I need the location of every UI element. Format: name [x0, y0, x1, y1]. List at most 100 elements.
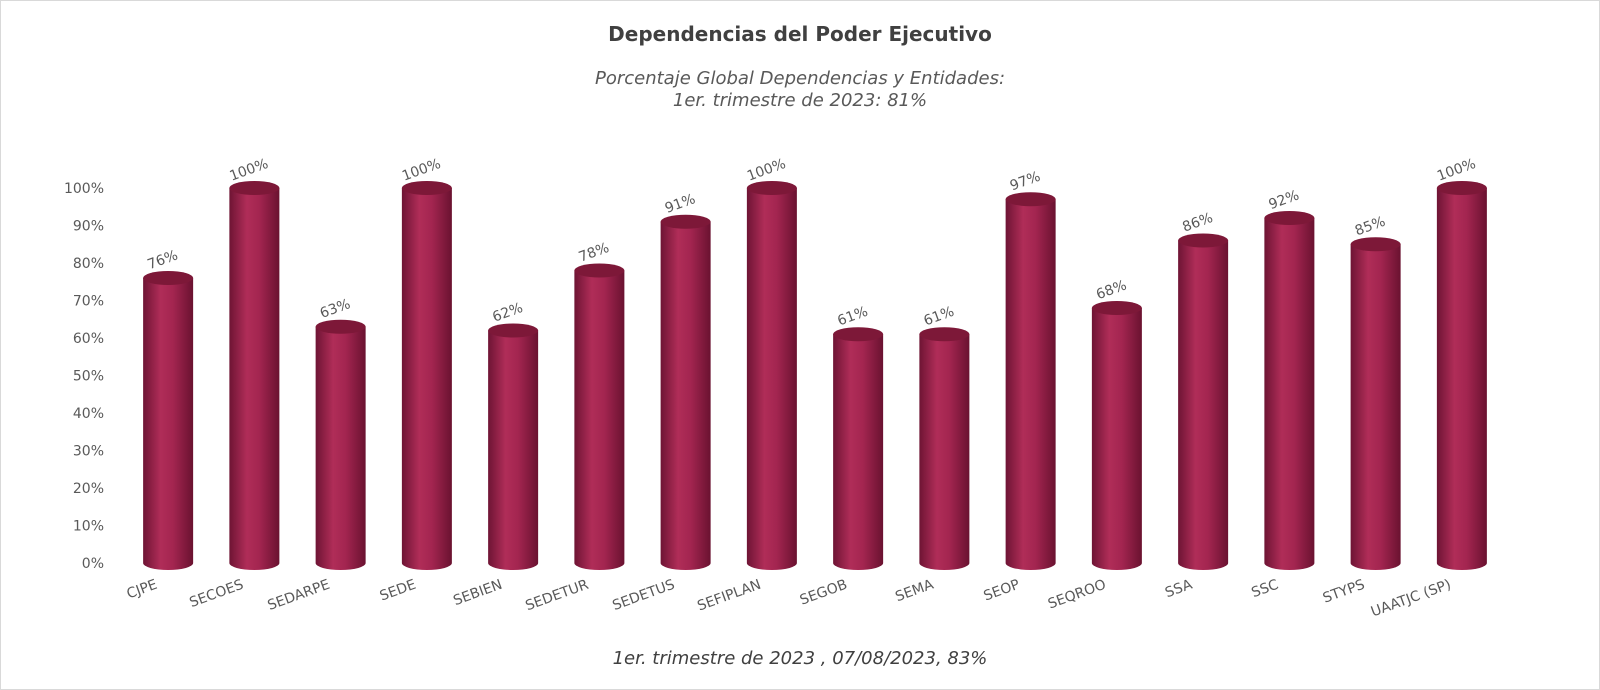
bar-top — [1264, 211, 1315, 225]
y-tick-label: 50% — [73, 369, 104, 385]
value-label: 76% — [145, 247, 180, 273]
bar-body — [315, 326, 366, 570]
bar-ssa: 86% — [1178, 210, 1229, 570]
bar-body — [143, 278, 194, 570]
bar-body — [1091, 308, 1142, 570]
y-tick-label: 10% — [73, 519, 104, 535]
bar-body — [1436, 188, 1487, 570]
value-label: 100% — [400, 156, 443, 185]
y-axis: 0% 10% 20% 30% 40% 50% 60% 70% 80% 90% 100% — [64, 181, 104, 572]
bar-sema: 61% — [919, 304, 970, 570]
bar-top — [1350, 237, 1401, 252]
bar-body — [488, 330, 539, 570]
value-label: 91% — [663, 191, 698, 217]
bar-body — [746, 188, 797, 570]
y-tick: 90% — [73, 219, 104, 235]
y-tick-label: 70% — [73, 294, 104, 310]
bar-sedetus: 91% — [660, 191, 711, 570]
y-tick-label: 0% — [82, 556, 104, 572]
x-tick-label: SEGOB — [798, 577, 850, 609]
bar-top — [1005, 192, 1056, 207]
bar-top — [833, 327, 884, 342]
bar-cjpe: 76% — [143, 247, 194, 570]
x-axis: CJPE SECOES SEDARPE SEDE SEBIEN SEDETUR SEDETU… — [125, 577, 1454, 621]
x-tick-label: UAATJC (SP) — [1369, 577, 1453, 621]
bar-body — [660, 221, 711, 570]
value-label: 68% — [1094, 277, 1129, 303]
bar-body — [1178, 240, 1229, 570]
bar-body — [1350, 244, 1401, 570]
subtitle-line-2: 1er. trimestre de 2023: 81% — [672, 90, 928, 111]
bar-body — [1264, 218, 1315, 570]
bar-sedetur: 78% — [574, 240, 625, 570]
y-tick: 60% — [73, 331, 104, 347]
value-label: 78% — [577, 240, 612, 266]
x-tick-label: CJPE — [125, 577, 160, 603]
chart-footer: 1er. trimestre de 2023 , 07/08/2023, 83% — [612, 648, 988, 669]
bar-sedarpe: 63% — [315, 296, 366, 570]
bar-body — [833, 334, 884, 570]
x-tick-label: SEFIPLAN — [695, 577, 763, 615]
bar-top — [746, 181, 797, 195]
bar-secoes: 100% — [227, 156, 280, 570]
bar-top — [229, 181, 280, 195]
value-label: 100% — [745, 156, 788, 185]
bar-styps: 85% — [1350, 214, 1401, 570]
x-tick-label: SSA — [1163, 577, 1195, 602]
value-label: 97% — [1008, 169, 1043, 195]
y-tick-label: 90% — [73, 219, 104, 235]
x-tick-label: STYPS — [1321, 577, 1367, 607]
x-tick-label: SEBIEN — [451, 577, 504, 609]
bar-top — [1091, 301, 1142, 315]
value-label: 61% — [835, 304, 870, 330]
bars: 76% 100% 63% 100% 62% 78% 91% 100% 61% 61% 97% 68% 8… — [143, 156, 1487, 570]
y-tick-label: 60% — [73, 331, 104, 347]
bar-body — [574, 270, 625, 570]
x-tick-label: SEDETUS — [610, 577, 677, 614]
y-tick: 40% — [73, 406, 104, 422]
x-tick-label: SEQROO — [1046, 577, 1108, 613]
bar-body — [229, 188, 280, 570]
x-tick-label: SEDE — [378, 577, 419, 605]
x-tick-label: SECOES — [187, 577, 245, 611]
y-tick: 50% — [73, 369, 104, 385]
x-tick-label: SEDETUR — [523, 577, 591, 615]
bar-top — [488, 323, 539, 338]
value-label: 62% — [490, 300, 525, 326]
bar-top — [1178, 233, 1229, 248]
y-tick: 20% — [73, 481, 104, 497]
bar-top — [315, 319, 366, 334]
value-label: 61% — [922, 304, 957, 330]
y-tick: 0% — [82, 556, 104, 572]
y-tick: 100% — [64, 181, 104, 197]
subtitle-line-1: Porcentaje Global Dependencias y Entidad… — [594, 68, 1006, 89]
bar-sebien: 62% — [488, 300, 539, 570]
bar-top — [1436, 181, 1487, 195]
bar-uaatjc-sp: 100% — [1435, 156, 1487, 570]
bar-top — [401, 181, 452, 195]
bar-top — [143, 271, 194, 285]
y-tick-label: 80% — [73, 256, 104, 272]
bar-seqroo: 68% — [1091, 277, 1142, 570]
bar-sefiplan: 100% — [745, 156, 797, 570]
y-tick-label: 30% — [73, 444, 104, 460]
y-tick: 10% — [73, 519, 104, 535]
y-tick-label: 40% — [73, 406, 104, 422]
y-tick: 30% — [73, 444, 104, 460]
chart-title: Dependencias del Poder Ejecutivo — [608, 22, 992, 46]
x-tick-label: SEOP — [982, 577, 1022, 605]
value-label: 100% — [227, 156, 270, 185]
bar-ssc: 92% — [1264, 187, 1315, 570]
y-tick-label: 100% — [64, 181, 104, 197]
chart-subtitle: Porcentaje Global Dependencias y Entidad… — [0, 68, 1600, 112]
value-label: 63% — [318, 296, 353, 322]
value-label: 92% — [1267, 187, 1302, 213]
value-label: 86% — [1180, 210, 1215, 236]
x-tick-label: SSC — [1249, 577, 1281, 602]
y-tick: 70% — [73, 294, 104, 310]
x-tick-label: SEMA — [893, 577, 936, 606]
bar-top — [660, 214, 711, 229]
bar-sede: 100% — [400, 156, 452, 570]
y-tick: 80% — [73, 256, 104, 272]
